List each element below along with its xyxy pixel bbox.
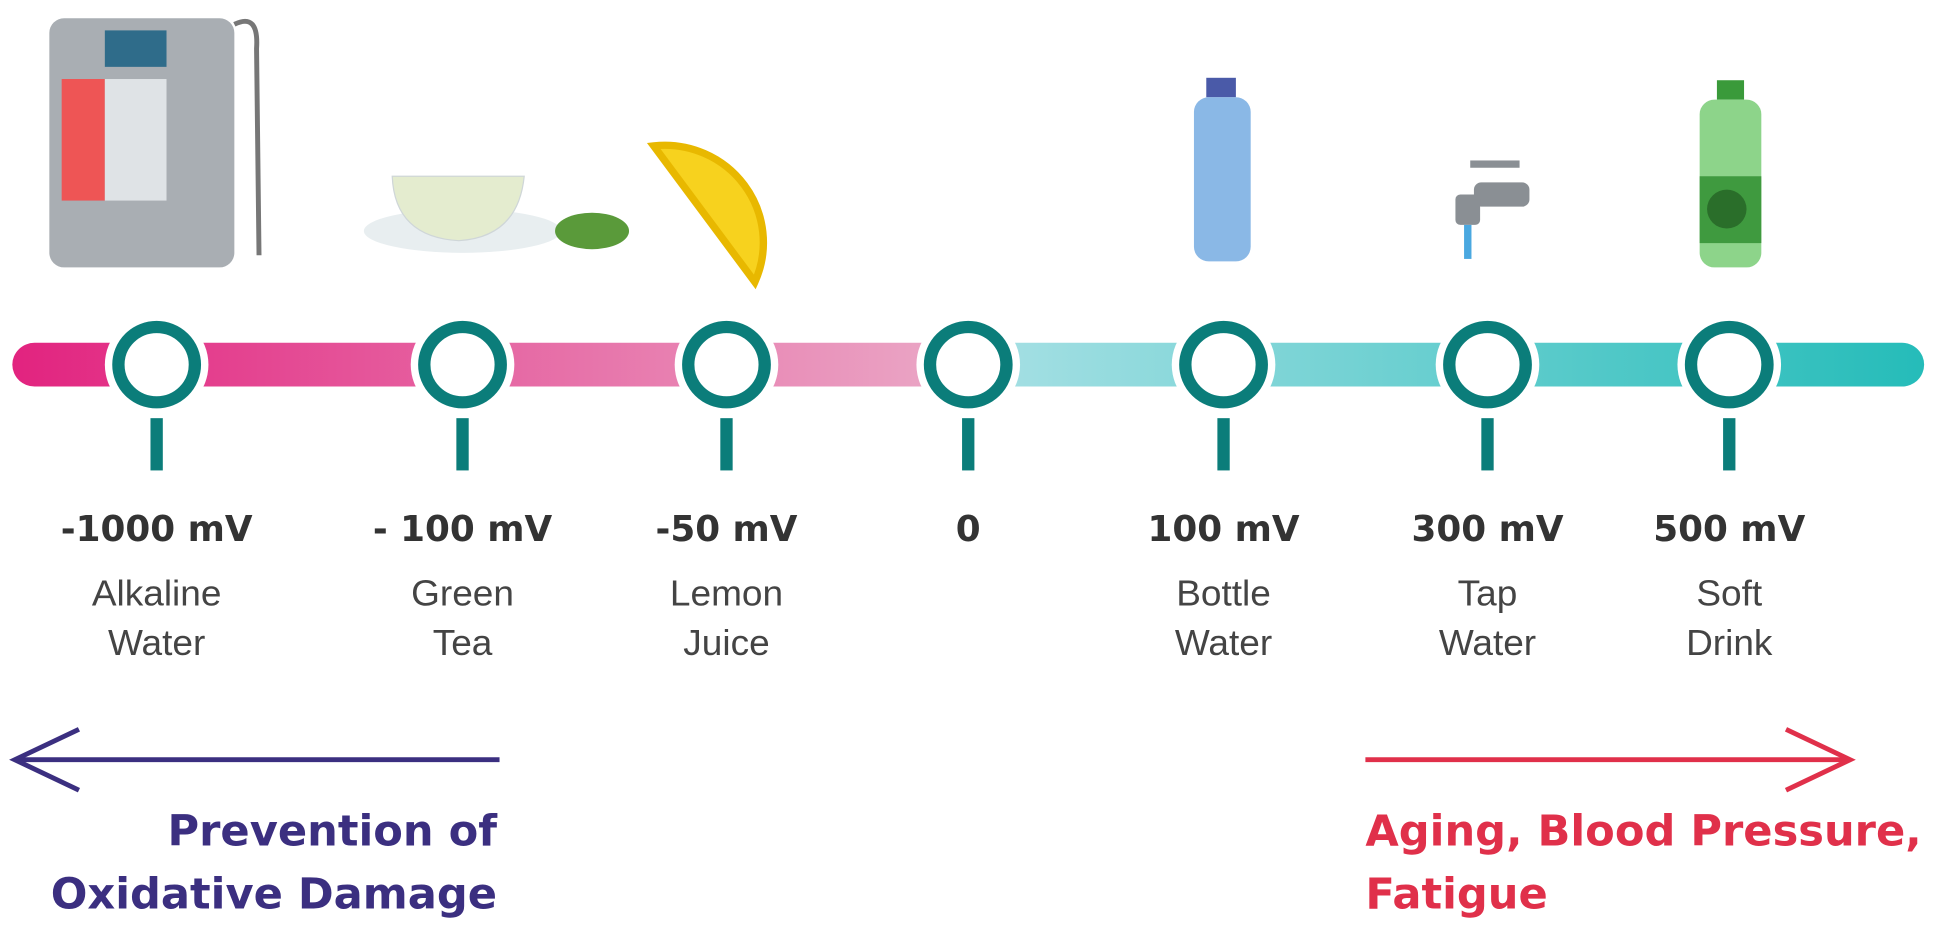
- value-label: 0: [956, 509, 981, 550]
- item-name: Tea: [433, 622, 493, 663]
- value-label: - 100 mV: [373, 509, 553, 550]
- node: [424, 327, 500, 402]
- item-name: Lemon: [670, 573, 783, 614]
- item-name: Water: [1175, 622, 1272, 663]
- item-name: Bottle: [1176, 573, 1271, 614]
- node: [930, 327, 1006, 402]
- right-caption: Aging, Blood Pressure,: [1365, 807, 1921, 857]
- icon-ionizer: [49, 18, 259, 267]
- value-label: -1000 mV: [61, 509, 253, 550]
- left-caption: Prevention of: [168, 807, 499, 857]
- item-name: Water: [108, 622, 205, 663]
- page: {"items":[ {"value":"-1000 mV","name":["…: [0, 0, 1934, 936]
- icon-soft-drink: [1700, 80, 1762, 267]
- icon-tea: [364, 176, 629, 253]
- item-name: Tap: [1458, 573, 1518, 614]
- node: [1449, 327, 1525, 402]
- node-stem: [1481, 418, 1493, 470]
- icon-lemon: [654, 145, 764, 282]
- node: [1185, 327, 1261, 402]
- right-arrow: [1365, 729, 1850, 790]
- value-label: -50 mV: [655, 509, 798, 550]
- value-label: 300 mV: [1411, 509, 1564, 550]
- icon-bottle: [1194, 78, 1251, 262]
- node-stem: [962, 418, 974, 470]
- node-stem: [1217, 418, 1229, 470]
- item-name: Drink: [1686, 622, 1773, 663]
- node: [1691, 327, 1767, 402]
- node-stem: [720, 418, 732, 470]
- item-name: Soft: [1696, 573, 1762, 614]
- item-name: Water: [1439, 622, 1536, 663]
- value-label: 100 mV: [1148, 509, 1301, 550]
- left-caption: Oxidative Damage: [51, 870, 497, 920]
- value-label: 500 mV: [1653, 509, 1806, 550]
- node-stem: [1723, 418, 1735, 470]
- node: [118, 327, 194, 402]
- right-caption: Fatigue: [1365, 870, 1547, 920]
- item-name: Juice: [683, 622, 769, 663]
- node-stem: [456, 418, 468, 470]
- item-name: Green: [411, 573, 514, 614]
- node: [688, 327, 764, 402]
- infographic: -1000 mV Alkaline Water - 100 mV Green Tea -50…: [0, 0, 1934, 936]
- left-arrow: [15, 729, 500, 790]
- node-stem: [150, 418, 162, 470]
- item-name: Alkaline: [92, 573, 222, 614]
- icon-tap: [1455, 160, 1529, 258]
